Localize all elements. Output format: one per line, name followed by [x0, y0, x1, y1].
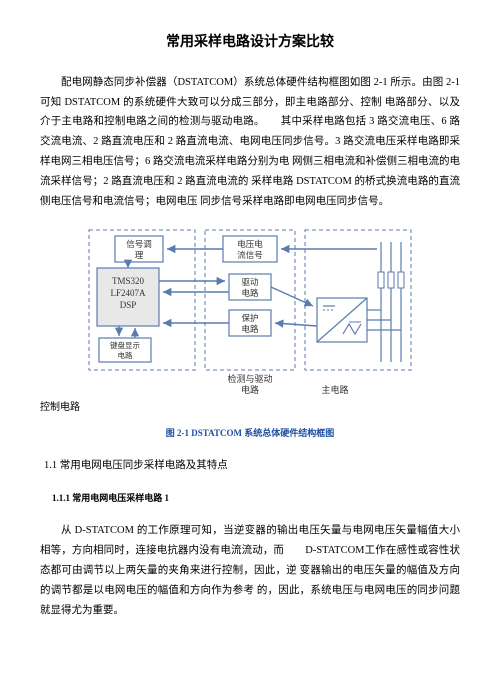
svg-text:键盘显示: 键盘显示: [110, 340, 140, 350]
block-diagram: TMS320LF2407ADSP 信号调 理 键盘显示 电路 电压电 流信号 驱…: [40, 226, 460, 396]
page-title: 常用采样电路设计方案比较: [40, 30, 460, 57]
paragraph-2: 从 D-STATCOM 的工作原理可知，当逆变器的输出电压矢量与电网电压矢量幅值…: [40, 521, 460, 621]
svg-text:电压电: 电压电: [237, 239, 263, 249]
svg-text:理: 理: [135, 250, 144, 260]
section-1-1-1: 1.1.1 常用电网电压采样电路 1: [52, 490, 460, 507]
svg-text:驱动: 驱动: [241, 277, 259, 287]
section-1-1: 1.1 常用电网电压同步采样电路及其特点: [44, 456, 460, 476]
svg-text:流信号: 流信号: [237, 250, 263, 260]
diagram-svg: TMS320LF2407ADSP 信号调 理 键盘显示 电路 电压电 流信号 驱…: [85, 226, 415, 396]
svg-text:电路: 电路: [241, 384, 259, 395]
svg-text:电路: 电路: [241, 324, 259, 334]
label-detect-drive: 检测与驱动: [227, 373, 272, 384]
figure-caption: 图 2-1 DSTATCOM 系统总体硬件结构框图: [40, 425, 460, 442]
grid-connection: [367, 242, 404, 362]
svg-text:电路: 电路: [118, 350, 133, 360]
svg-text:保护: 保护: [241, 313, 258, 323]
signal-text: 信号调: [126, 239, 152, 249]
para2-part-b: D-STATCOM: [305, 545, 364, 556]
svg-text:电路: 电路: [241, 288, 259, 298]
label-control-circuit: 控制电路: [40, 398, 80, 417]
control-label-row: 控制电路: [40, 398, 460, 417]
label-main-circuit: 主电路: [321, 384, 348, 395]
paragraph-1: 配电网静态同步补偿器（DSTATCOM）系统总体硬件结构框图如图 2-1 所示。…: [40, 73, 460, 213]
